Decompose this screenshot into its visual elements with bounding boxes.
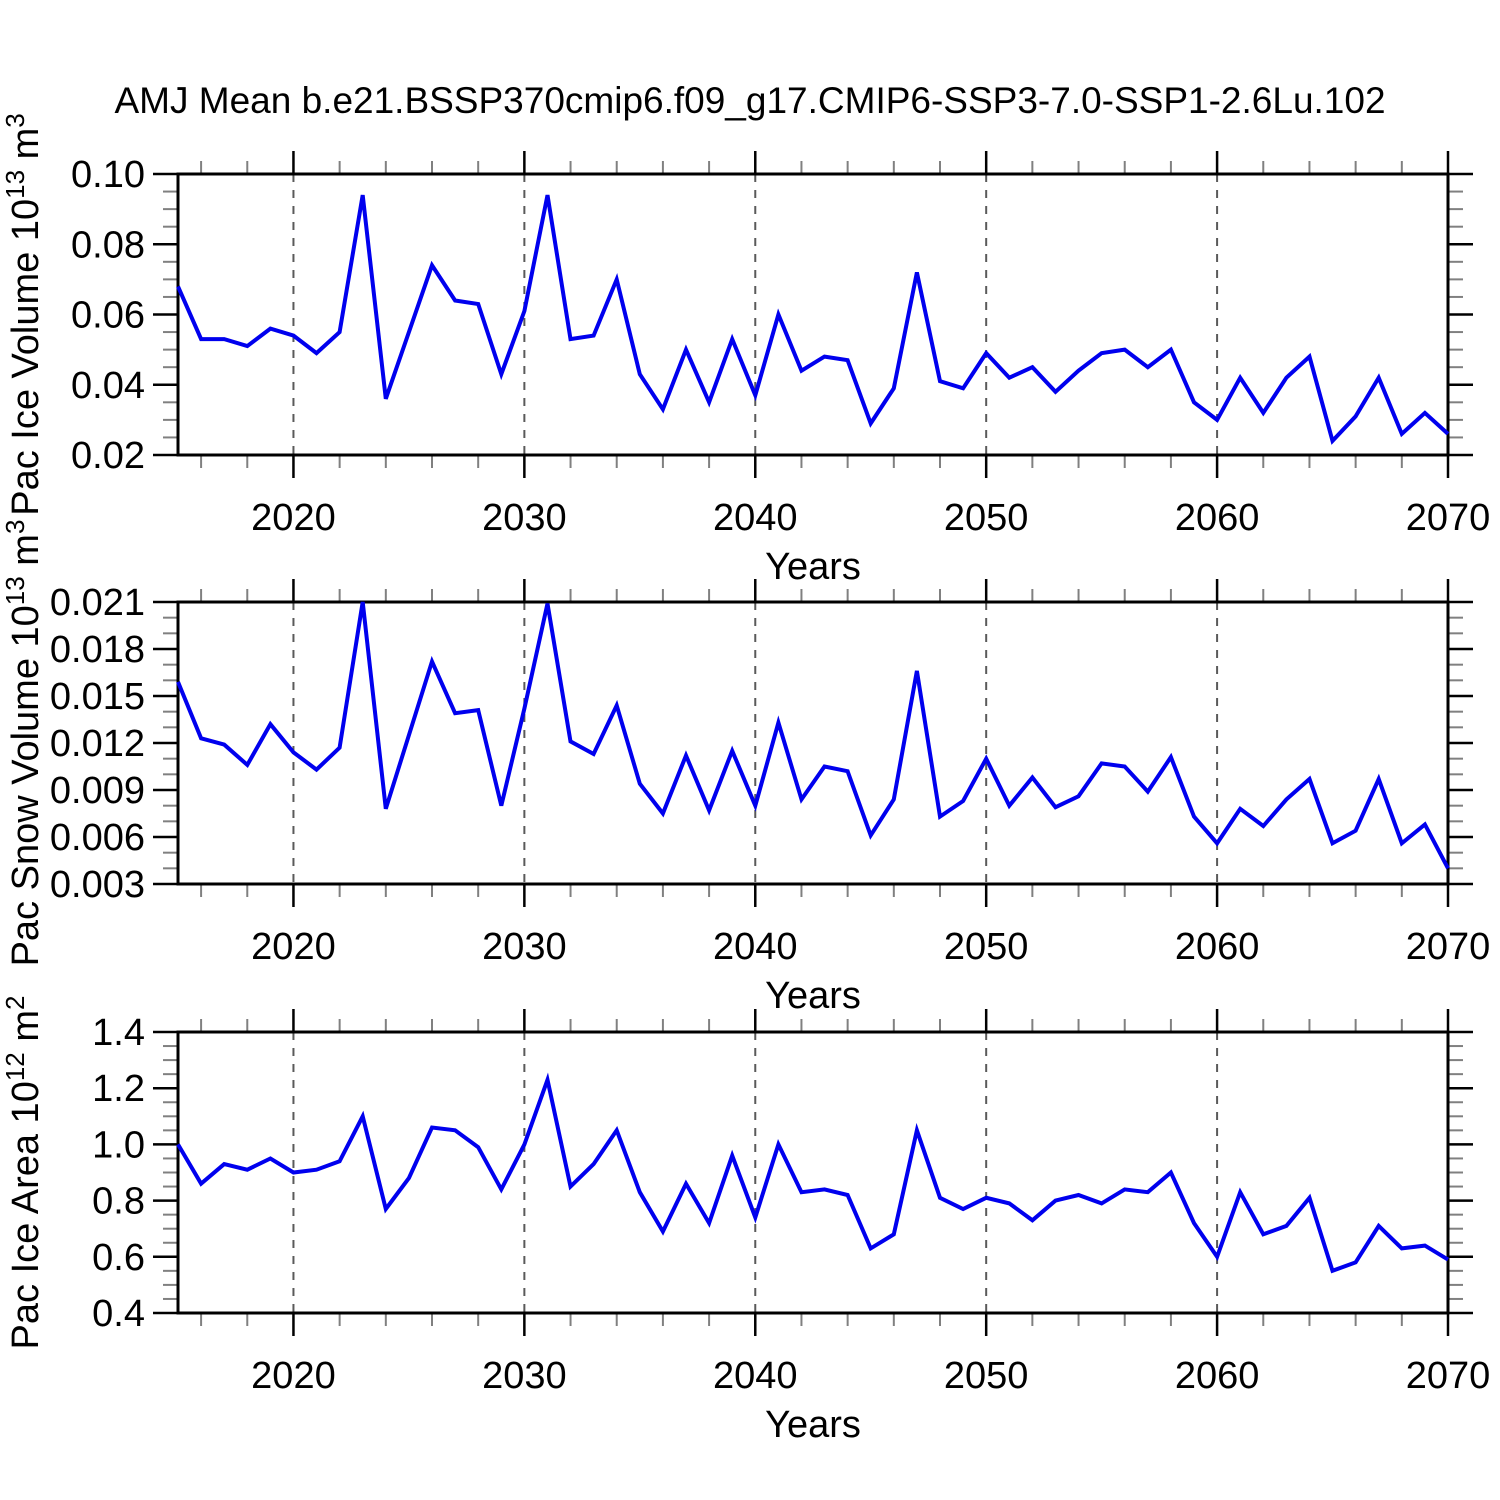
x-tick-label: 2060	[1175, 926, 1260, 968]
x-tick-label: 2040	[713, 926, 798, 968]
y-major-ticks	[153, 172, 1473, 457]
data-line-pac-snow-volume	[176, 601, 1450, 870]
x-major-ticks	[292, 579, 1450, 907]
y-tick-label: 0.06	[71, 295, 145, 337]
x-tick-label: 2050	[944, 497, 1029, 539]
x-minor-ticks	[200, 161, 1403, 468]
y-minor-ticks	[163, 616, 1463, 870]
x-tick-label: 2030	[482, 1355, 567, 1397]
y-tick-label: 1.0	[92, 1124, 145, 1166]
y-tick-label: 0.10	[71, 154, 145, 196]
x-tick-label: 2060	[1175, 1355, 1260, 1397]
y-tick-label: 0.018	[50, 629, 145, 671]
y-major-ticks	[153, 1030, 1473, 1315]
y-tick-label: 0.012	[50, 723, 145, 765]
y-axis-label: Pac Ice Area 1012 m2	[0, 996, 47, 1350]
x-tick-label: 2070	[1406, 926, 1491, 968]
y-minor-ticks	[163, 190, 1463, 439]
y-tick-label: 0.8	[92, 1181, 145, 1223]
y-tick-label: 0.015	[50, 676, 145, 718]
y-tick-label: 0.003	[50, 864, 145, 906]
x-tick-label: 2070	[1406, 1355, 1491, 1397]
x-tick-label: 2040	[713, 1355, 798, 1397]
plot-area-border	[176, 1030, 1450, 1315]
y-tick-label: 0.08	[71, 224, 145, 266]
panel-2-pac-snow-volume: 2020 2030 2040 2050 2060 2070 0.003 0.006 0.009 0…	[0, 520, 1490, 1017]
panels-group: 2020 2030 2040 2050 2060 2070 0.02 0.04 0.06 0.08…	[0, 113, 1490, 1446]
x-tick-label: 2050	[944, 1355, 1029, 1397]
y-tick-label: 0.009	[50, 770, 145, 812]
y-tick-label: 0.006	[50, 817, 145, 859]
x-tick-label: 2020	[251, 926, 336, 968]
panel-1-pac-ice-volume: 2020 2030 2040 2050 2060 2070 0.02 0.04 0.06 0.08…	[0, 113, 1490, 588]
y-tick-label: 1.2	[92, 1068, 145, 1110]
x-tick-label: 2020	[251, 1355, 336, 1397]
x-axis-label: Years	[765, 975, 861, 1017]
x-tick-label: 2060	[1175, 497, 1260, 539]
x-tick-label: 2040	[713, 497, 798, 539]
x-tick-label: 2020	[251, 497, 336, 539]
plot-area-border	[176, 172, 1450, 457]
x-tick-label: 2030	[482, 926, 567, 968]
x-minor-ticks	[200, 1019, 1403, 1326]
x-major-ticks	[292, 151, 1450, 478]
x-tick-label: 2030	[482, 497, 567, 539]
y-axis-label: Pac Ice Volume 1013 m3	[0, 113, 47, 515]
y-major-ticks	[153, 600, 1473, 886]
x-tick-label: 2070	[1406, 497, 1491, 539]
y-tick-label: 1.4	[92, 1012, 145, 1054]
y-minor-ticks	[163, 1045, 1463, 1300]
y-tick-label: 0.4	[92, 1293, 145, 1335]
x-axis-label: Years	[765, 546, 861, 588]
y-tick-label: 0.021	[50, 582, 145, 624]
data-line-pac-ice-area	[176, 1072, 1450, 1274]
y-tick-label: 0.04	[71, 365, 145, 407]
y-tick-label: 0.02	[71, 435, 145, 477]
x-major-ticks	[292, 1009, 1450, 1336]
x-axis-label: Years	[765, 1404, 861, 1446]
y-axis-label: Pac Snow Volume 1013 m3	[0, 520, 47, 967]
x-tick-label: 2050	[944, 926, 1029, 968]
y-tick-label: 0.6	[92, 1237, 145, 1279]
chart-title: AMJ Mean b.e21.BSSP370cmip6.f09_g17.CMIP…	[114, 80, 1385, 121]
x-minor-ticks	[200, 589, 1403, 897]
panel-3-pac-ice-area: 2020 2030 2040 2050 2060 2070 0.4 0.6 0.8 1.0 1.2 1…	[0, 996, 1490, 1446]
plot-area-border	[176, 600, 1450, 886]
data-line-pac-ice-volume	[176, 194, 1450, 445]
